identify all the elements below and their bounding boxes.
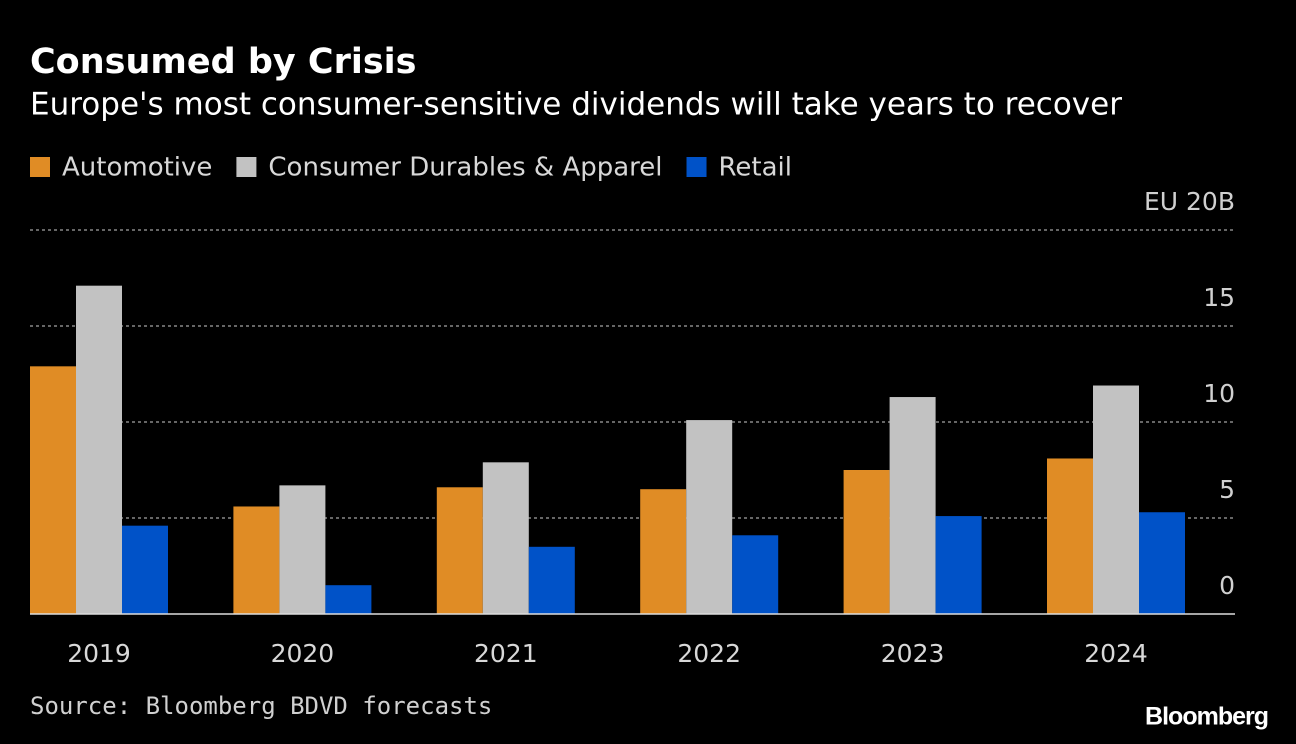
x-tick-label: 2023 <box>881 639 945 668</box>
y-tick-label: 0 <box>1219 571 1235 600</box>
bar <box>30 366 76 614</box>
y-tick-label: EU 20B <box>1144 187 1235 216</box>
bar <box>76 285 122 614</box>
bar <box>436 487 483 614</box>
bar <box>686 420 733 614</box>
legend-swatch <box>236 157 257 177</box>
x-tick-label: 2021 <box>474 639 538 668</box>
bar <box>1093 385 1139 614</box>
legend-swatch <box>30 157 50 177</box>
x-tick-label: 2024 <box>1084 639 1148 668</box>
logo: Bloomberg <box>1145 703 1268 731</box>
x-tick-label: 2022 <box>677 639 741 668</box>
y-tick-label: 15 <box>1203 283 1235 312</box>
bar <box>843 470 890 614</box>
legend-label: Consumer Durables & Apparel <box>268 153 662 183</box>
bar <box>233 506 280 614</box>
legend-label: Automotive <box>62 153 212 183</box>
chart-title: Consumed by Crisis <box>30 42 417 82</box>
bar <box>325 585 372 614</box>
bar <box>122 525 168 614</box>
y-tick-label: 5 <box>1219 475 1235 504</box>
bar <box>1047 458 1093 614</box>
legend-label: Retail <box>719 153 792 183</box>
bar <box>279 485 326 614</box>
chart-subtitle: Europe's most consumer-sensitive dividen… <box>30 87 1122 123</box>
bar <box>640 489 687 614</box>
y-tick-label: 10 <box>1203 379 1235 408</box>
bar <box>482 462 529 614</box>
source: Source: Bloomberg BDVD forecasts <box>30 692 492 720</box>
bar <box>935 516 982 614</box>
legend-swatch <box>686 157 707 177</box>
bar <box>732 535 779 614</box>
x-tick-label: 2020 <box>271 639 335 668</box>
bar <box>528 546 575 614</box>
x-tick-label: 2019 <box>67 639 131 668</box>
bar <box>889 397 936 614</box>
bar <box>1139 512 1185 614</box>
